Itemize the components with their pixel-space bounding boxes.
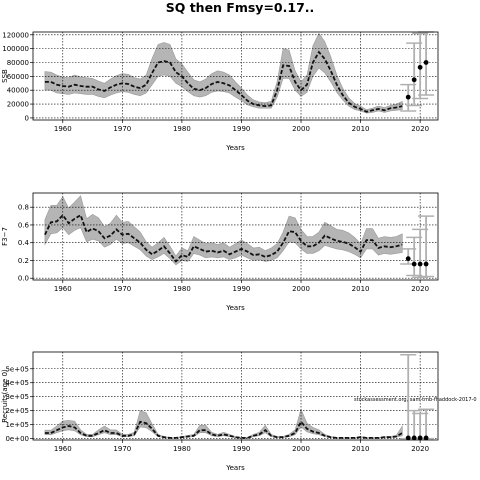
recruits-x-tick-label: 1990 — [233, 445, 251, 453]
recruits-y-tick-label: 4e+05 — [5, 379, 29, 387]
recruits-x-tick-label: 2010 — [352, 445, 370, 453]
f-y-tick-label: 0.4 — [18, 239, 30, 247]
ssb-y-tick-label: 120000 — [2, 31, 29, 39]
f-forecast-point — [411, 261, 417, 267]
f-x-tick-label: 1960 — [54, 285, 72, 293]
ssb-x-tick-label: 2000 — [292, 125, 310, 133]
ssb-x-tick-label: 1970 — [113, 125, 131, 133]
ssb-y-tick-label: 80000 — [7, 59, 29, 67]
f-x-tick-label: 2000 — [292, 285, 310, 293]
recruits-forecast-point — [423, 435, 429, 441]
f-x-tick-label: 1990 — [233, 285, 251, 293]
recruits-y-axis-label: Recruits(age 0) — [1, 369, 9, 423]
f-x-tick-label: 1980 — [173, 285, 191, 293]
ssb-y-tick-label: 20000 — [7, 101, 29, 109]
f-y-tick-label: 0.8 — [18, 204, 29, 212]
f-y-tick-label: 0.2 — [18, 257, 29, 265]
f-y-tick-label: 0.6 — [18, 221, 30, 229]
recruits-x-axis-label: Years — [225, 464, 245, 472]
ssb-y-tick-label: 0 — [25, 114, 29, 122]
recruits-axes-frame — [32, 351, 439, 441]
f-y-tick-label: 0.0 — [18, 275, 29, 283]
ssb-forecast-point — [405, 94, 411, 100]
recruits-y-tick-label: 0e+00 — [5, 435, 29, 443]
ssb-y-tick-label: 100000 — [2, 45, 29, 53]
ssb-x-tick-label: 1980 — [173, 125, 191, 133]
ssb-forecast-point — [411, 77, 417, 83]
ssb-x-tick-label: 2020 — [411, 125, 429, 133]
ssb-x-tick-label: 1990 — [233, 125, 251, 133]
recruits-x-tick-label: 2000 — [292, 445, 310, 453]
recruits-y-tick-label: 5e+05 — [5, 365, 29, 373]
recruits-y-tick-label: 1e+05 — [5, 421, 29, 429]
f-x-tick-label: 2020 — [411, 285, 429, 293]
f-confidence-band — [44, 195, 403, 266]
recruits-forecast-point — [411, 435, 417, 441]
ssb-confidence-band — [44, 32, 403, 114]
source-watermark: stockassessment.org, sam-tmb-fhaddock-20… — [354, 397, 477, 403]
ssb-panel: 1960 1970 1980 1990 2000 2010 2020 0 20000 40000 6… — [1, 31, 439, 152]
recruits-confidence-band — [44, 408, 403, 439]
f-x-tick-label: 1970 — [113, 285, 131, 293]
ssb-y-tick-label: 60000 — [7, 73, 29, 81]
fishing-mortality-panel: 1960 1970 1980 1990 2000 2010 2020 0.0 0.2 0.4 0.6… — [1, 192, 439, 312]
recruitment-panel: 1960 1970 1980 1990 2000 2010 2020 0e+00 1e+05 2e… — [1, 351, 439, 472]
recruits-estimate-line — [44, 420, 403, 439]
ssb-forecast-point — [417, 64, 423, 70]
f-estimate-line — [44, 213, 403, 263]
recruits-forecast-point — [405, 435, 411, 441]
ssb-forecast-point — [423, 60, 429, 65]
ssb-y-axis-label: SSB — [1, 69, 9, 83]
recruits-x-tick-label: 1970 — [113, 445, 131, 453]
figure-title: SQ then Fmsy=0.17.. — [166, 0, 315, 15]
f-forecast-point — [423, 261, 429, 267]
recruits-y-tick-label: 2e+05 — [5, 407, 29, 415]
ssb-y-tick-label: 40000 — [7, 87, 29, 95]
f-forecast-point — [417, 261, 423, 267]
recruits-x-tick-label: 1980 — [173, 445, 191, 453]
f-forecast-point — [405, 256, 411, 262]
recruits-x-tick-label: 1960 — [54, 445, 72, 453]
ssb-estimate-line — [44, 50, 403, 113]
f-y-axis-label: F3−7 — [1, 227, 9, 246]
ssb-x-tick-label: 2010 — [352, 125, 370, 133]
ssb-x-axis-label: Years — [225, 144, 245, 152]
recruits-x-tick-label: 2020 — [411, 445, 429, 453]
f-x-axis-label: Years — [225, 304, 245, 312]
ssb-x-tick-label: 1960 — [54, 125, 72, 133]
recruits-y-tick-label: 3e+05 — [5, 393, 29, 401]
f-axes-frame — [32, 192, 439, 281]
recruits-forecast-point — [417, 435, 423, 441]
f-x-tick-label: 2010 — [352, 285, 370, 293]
